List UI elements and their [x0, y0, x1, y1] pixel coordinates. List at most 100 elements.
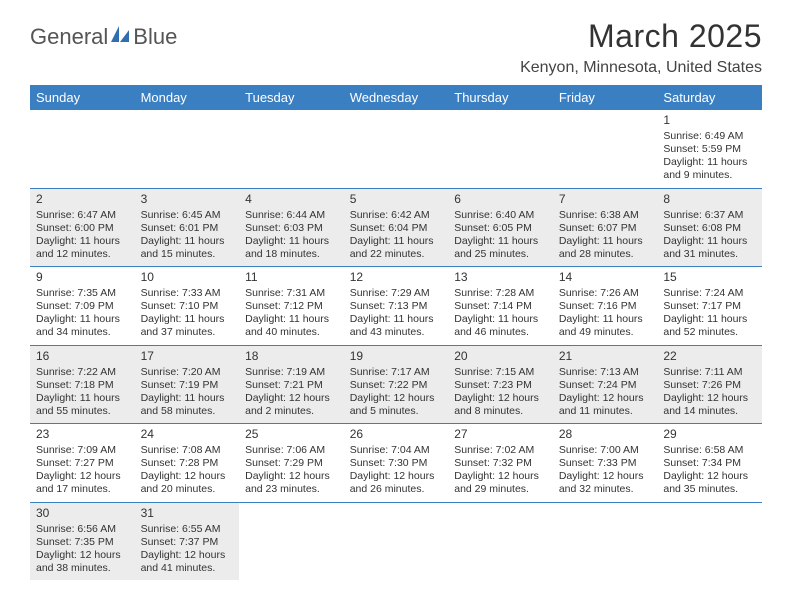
- sunset-text: Sunset: 7:09 PM: [36, 300, 129, 313]
- sunrise-text: Sunrise: 6:55 AM: [141, 523, 234, 536]
- header: General Blue March 2025 Kenyon, Minnesot…: [30, 18, 762, 77]
- day-cell: 9Sunrise: 7:35 AMSunset: 7:09 PMDaylight…: [30, 267, 135, 346]
- day-number: 22: [663, 349, 756, 364]
- day-cell: 6Sunrise: 6:40 AMSunset: 6:05 PMDaylight…: [448, 188, 553, 267]
- daylight-text: Daylight: 11 hours and 37 minutes.: [141, 313, 234, 339]
- sunrise-text: Sunrise: 7:26 AM: [559, 287, 652, 300]
- sunrise-text: Sunrise: 6:49 AM: [663, 130, 756, 143]
- sunset-text: Sunset: 6:08 PM: [663, 222, 756, 235]
- sunrise-text: Sunrise: 6:44 AM: [245, 209, 338, 222]
- day-number: 23: [36, 427, 129, 442]
- sunrise-text: Sunrise: 7:35 AM: [36, 287, 129, 300]
- day-cell: 4 Sunrise: 6:44 AMSunset: 6:03 PMDaylight…: [239, 188, 344, 267]
- day-cell: 1Sunrise: 6:49 AMSunset: 5:59 PMDaylight…: [657, 110, 762, 188]
- day-cell: [30, 110, 135, 188]
- day-number: 1: [663, 113, 756, 128]
- sunset-text: Sunset: 6:01 PM: [141, 222, 234, 235]
- day-number: 24: [141, 427, 234, 442]
- daylight-text: Daylight: 12 hours and 2 minutes.: [245, 392, 338, 418]
- day-cell: [344, 502, 449, 580]
- day-number: 7: [559, 192, 652, 207]
- day-cell: 31Sunrise: 6:55 AMSunset: 7:37 PMDayligh…: [135, 502, 240, 580]
- sunset-text: Sunset: 6:04 PM: [350, 222, 443, 235]
- day-cell: 30Sunrise: 6:56 AMSunset: 7:35 PMDayligh…: [30, 502, 135, 580]
- sunset-text: Sunset: 7:17 PM: [663, 300, 756, 313]
- sunrise-text: Sunrise: 6:58 AM: [663, 444, 756, 457]
- daylight-text: Daylight: 11 hours and 15 minutes.: [141, 235, 234, 261]
- sunrise-text: Sunrise: 7:31 AM: [245, 287, 338, 300]
- sunrise-text: Sunrise: 7:22 AM: [36, 366, 129, 379]
- day-number: 4: [245, 192, 338, 207]
- day-cell: 20Sunrise: 7:15 AMSunset: 7:23 PMDayligh…: [448, 345, 553, 424]
- sunrise-text: Sunrise: 7:02 AM: [454, 444, 547, 457]
- day-number: 26: [350, 427, 443, 442]
- sunset-text: Sunset: 7:12 PM: [245, 300, 338, 313]
- day-number: 28: [559, 427, 652, 442]
- daylight-text: Daylight: 11 hours and 12 minutes.: [36, 235, 129, 261]
- sunset-text: Sunset: 6:05 PM: [454, 222, 547, 235]
- daylight-text: Daylight: 12 hours and 38 minutes.: [36, 549, 129, 575]
- day-cell: [448, 502, 553, 580]
- day-cell: 16Sunrise: 7:22 AMSunset: 7:18 PMDayligh…: [30, 345, 135, 424]
- daylight-text: Daylight: 12 hours and 14 minutes.: [663, 392, 756, 418]
- day-number: 16: [36, 349, 129, 364]
- sunset-text: Sunset: 6:07 PM: [559, 222, 652, 235]
- week-row: 2Sunrise: 6:47 AMSunset: 6:00 PMDaylight…: [30, 188, 762, 267]
- sunrise-text: Sunrise: 7:09 AM: [36, 444, 129, 457]
- day-number: 20: [454, 349, 547, 364]
- week-row: 23Sunrise: 7:09 AMSunset: 7:27 PMDayligh…: [30, 424, 762, 503]
- day-header: Thursday: [448, 85, 553, 110]
- day-cell: 3Sunrise: 6:45 AMSunset: 6:01 PMDaylight…: [135, 188, 240, 267]
- daylight-text: Daylight: 11 hours and 52 minutes.: [663, 313, 756, 339]
- sunset-text: Sunset: 7:32 PM: [454, 457, 547, 470]
- sunset-text: Sunset: 7:13 PM: [350, 300, 443, 313]
- day-cell: 13Sunrise: 7:28 AMSunset: 7:14 PMDayligh…: [448, 267, 553, 346]
- daylight-text: Daylight: 12 hours and 29 minutes.: [454, 470, 547, 496]
- sunset-text: Sunset: 7:19 PM: [141, 379, 234, 392]
- day-header: Friday: [553, 85, 658, 110]
- day-cell: 18Sunrise: 7:19 AMSunset: 7:21 PMDayligh…: [239, 345, 344, 424]
- day-number: 31: [141, 506, 234, 521]
- location: Kenyon, Minnesota, United States: [520, 59, 762, 77]
- day-cell: 5Sunrise: 6:42 AMSunset: 6:04 PMDaylight…: [344, 188, 449, 267]
- calendar-table: Sunday Monday Tuesday Wednesday Thursday…: [30, 85, 762, 580]
- day-number: 13: [454, 270, 547, 285]
- day-number: 6: [454, 192, 547, 207]
- day-cell: 12Sunrise: 7:29 AMSunset: 7:13 PMDayligh…: [344, 267, 449, 346]
- daylight-text: Daylight: 12 hours and 23 minutes.: [245, 470, 338, 496]
- sunrise-text: Sunrise: 6:42 AM: [350, 209, 443, 222]
- daylight-text: Daylight: 11 hours and 40 minutes.: [245, 313, 338, 339]
- sunrise-text: Sunrise: 6:47 AM: [36, 209, 129, 222]
- sunset-text: Sunset: 7:21 PM: [245, 379, 338, 392]
- daylight-text: Daylight: 11 hours and 34 minutes.: [36, 313, 129, 339]
- daylight-text: Daylight: 12 hours and 41 minutes.: [141, 549, 234, 575]
- day-number: 27: [454, 427, 547, 442]
- calendar-body: 1Sunrise: 6:49 AMSunset: 5:59 PMDaylight…: [30, 110, 762, 580]
- page: General Blue March 2025 Kenyon, Minnesot…: [0, 0, 792, 590]
- sunset-text: Sunset: 7:22 PM: [350, 379, 443, 392]
- sunset-text: Sunset: 7:30 PM: [350, 457, 443, 470]
- sunrise-text: Sunrise: 7:20 AM: [141, 366, 234, 379]
- sunrise-text: Sunrise: 7:17 AM: [350, 366, 443, 379]
- sunset-text: Sunset: 7:23 PM: [454, 379, 547, 392]
- daylight-text: Daylight: 11 hours and 18 minutes.: [245, 235, 338, 261]
- day-header: Sunday: [30, 85, 135, 110]
- sunset-text: Sunset: 6:03 PM: [245, 222, 338, 235]
- day-cell: 26 Sunrise: 7:04 AMSunset: 7:30 PMDayligh…: [344, 424, 449, 503]
- day-cell: 11Sunrise: 7:31 AMSunset: 7:12 PMDayligh…: [239, 267, 344, 346]
- day-cell: 2Sunrise: 6:47 AMSunset: 6:00 PMDaylight…: [30, 188, 135, 267]
- brand-part1: General: [30, 24, 108, 50]
- sunrise-text: Sunrise: 7:24 AM: [663, 287, 756, 300]
- sunrise-text: Sunrise: 7:28 AM: [454, 287, 547, 300]
- brand-logo: General Blue: [30, 24, 177, 50]
- day-header: Saturday: [657, 85, 762, 110]
- sunrise-text: Sunrise: 6:56 AM: [36, 523, 129, 536]
- sunrise-text: Sunrise: 7:11 AM: [663, 366, 756, 379]
- sunrise-text: Sunrise: 7:04 AM: [350, 444, 443, 457]
- daylight-text: Daylight: 11 hours and 25 minutes.: [454, 235, 547, 261]
- daylight-text: Daylight: 12 hours and 26 minutes.: [350, 470, 443, 496]
- day-cell: [239, 502, 344, 580]
- month-title: March 2025: [520, 18, 762, 55]
- sunrise-text: Sunrise: 7:29 AM: [350, 287, 443, 300]
- day-number: 5: [350, 192, 443, 207]
